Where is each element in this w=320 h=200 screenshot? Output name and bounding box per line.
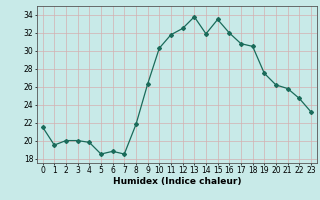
- X-axis label: Humidex (Indice chaleur): Humidex (Indice chaleur): [113, 177, 241, 186]
